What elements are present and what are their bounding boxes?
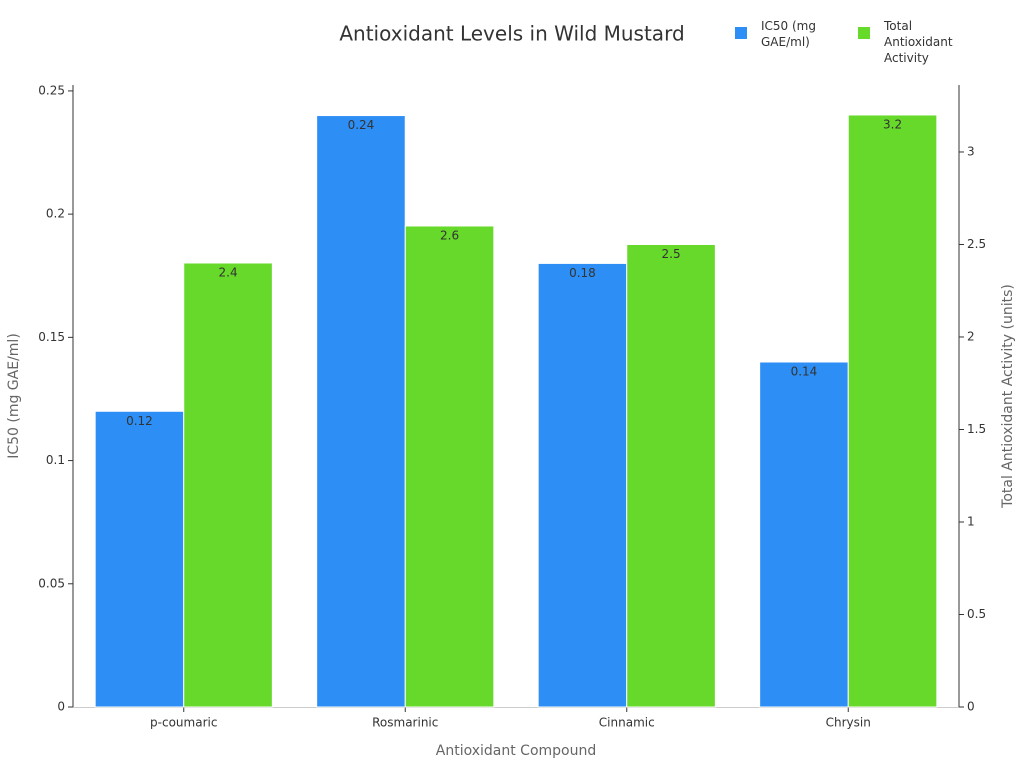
y2-tick-label: 2 [967, 329, 975, 343]
data-label: 2.4 [219, 265, 238, 279]
data-label: 0.24 [348, 118, 375, 132]
y-tick-label: 0.2 [46, 207, 65, 221]
y2-tick-label: 2.5 [967, 237, 986, 251]
y2-tick-label: 0.5 [967, 607, 986, 621]
data-label: 0.18 [569, 266, 596, 280]
y-tick-label: 0.25 [38, 83, 65, 97]
legend-swatch [735, 27, 747, 39]
x-tick-label: Rosmarinic [372, 716, 438, 730]
y-axis-title: IC50 (mg GAE/ml) [6, 333, 22, 459]
data-label: 0.12 [126, 414, 153, 428]
y-tick-label: 0.05 [38, 576, 65, 590]
x-axis-title: Antioxidant Compound [436, 743, 596, 759]
bar [759, 361, 849, 708]
chart-title: Antioxidant Levels in Wild Mustard [339, 22, 684, 46]
bar [847, 114, 938, 708]
y-tick-label: 0.15 [38, 330, 65, 344]
bar [94, 410, 185, 708]
y2-tick-label: 3 [967, 144, 975, 158]
bar [537, 262, 628, 708]
data-label: 2.5 [662, 247, 681, 261]
y2-tick-label: 1 [967, 514, 975, 528]
bar [183, 262, 273, 708]
x-tick-label: Chrysin [826, 716, 871, 730]
legend-label: IC50 (mg GAE/ml) [761, 19, 816, 49]
y-tick-label: 0.1 [46, 453, 65, 467]
bar [404, 225, 495, 708]
data-label: 2.6 [440, 228, 459, 242]
bar [316, 115, 406, 708]
y2-tick-label: 0 [967, 700, 975, 714]
y2-axis-title: Total Antioxidant Activity (units) [1000, 284, 1016, 509]
y-tick-label: 0 [57, 700, 65, 714]
x-tick-label: p-coumaric [150, 716, 217, 730]
bar [626, 243, 716, 708]
legend-label: Total Antioxidant Activity [884, 19, 953, 65]
data-label: 3.2 [883, 117, 902, 131]
x-tick-label: Cinnamic [599, 716, 655, 730]
y2-tick-label: 1.5 [967, 422, 986, 436]
legend-swatch [858, 27, 870, 39]
data-label: 0.14 [791, 364, 818, 378]
